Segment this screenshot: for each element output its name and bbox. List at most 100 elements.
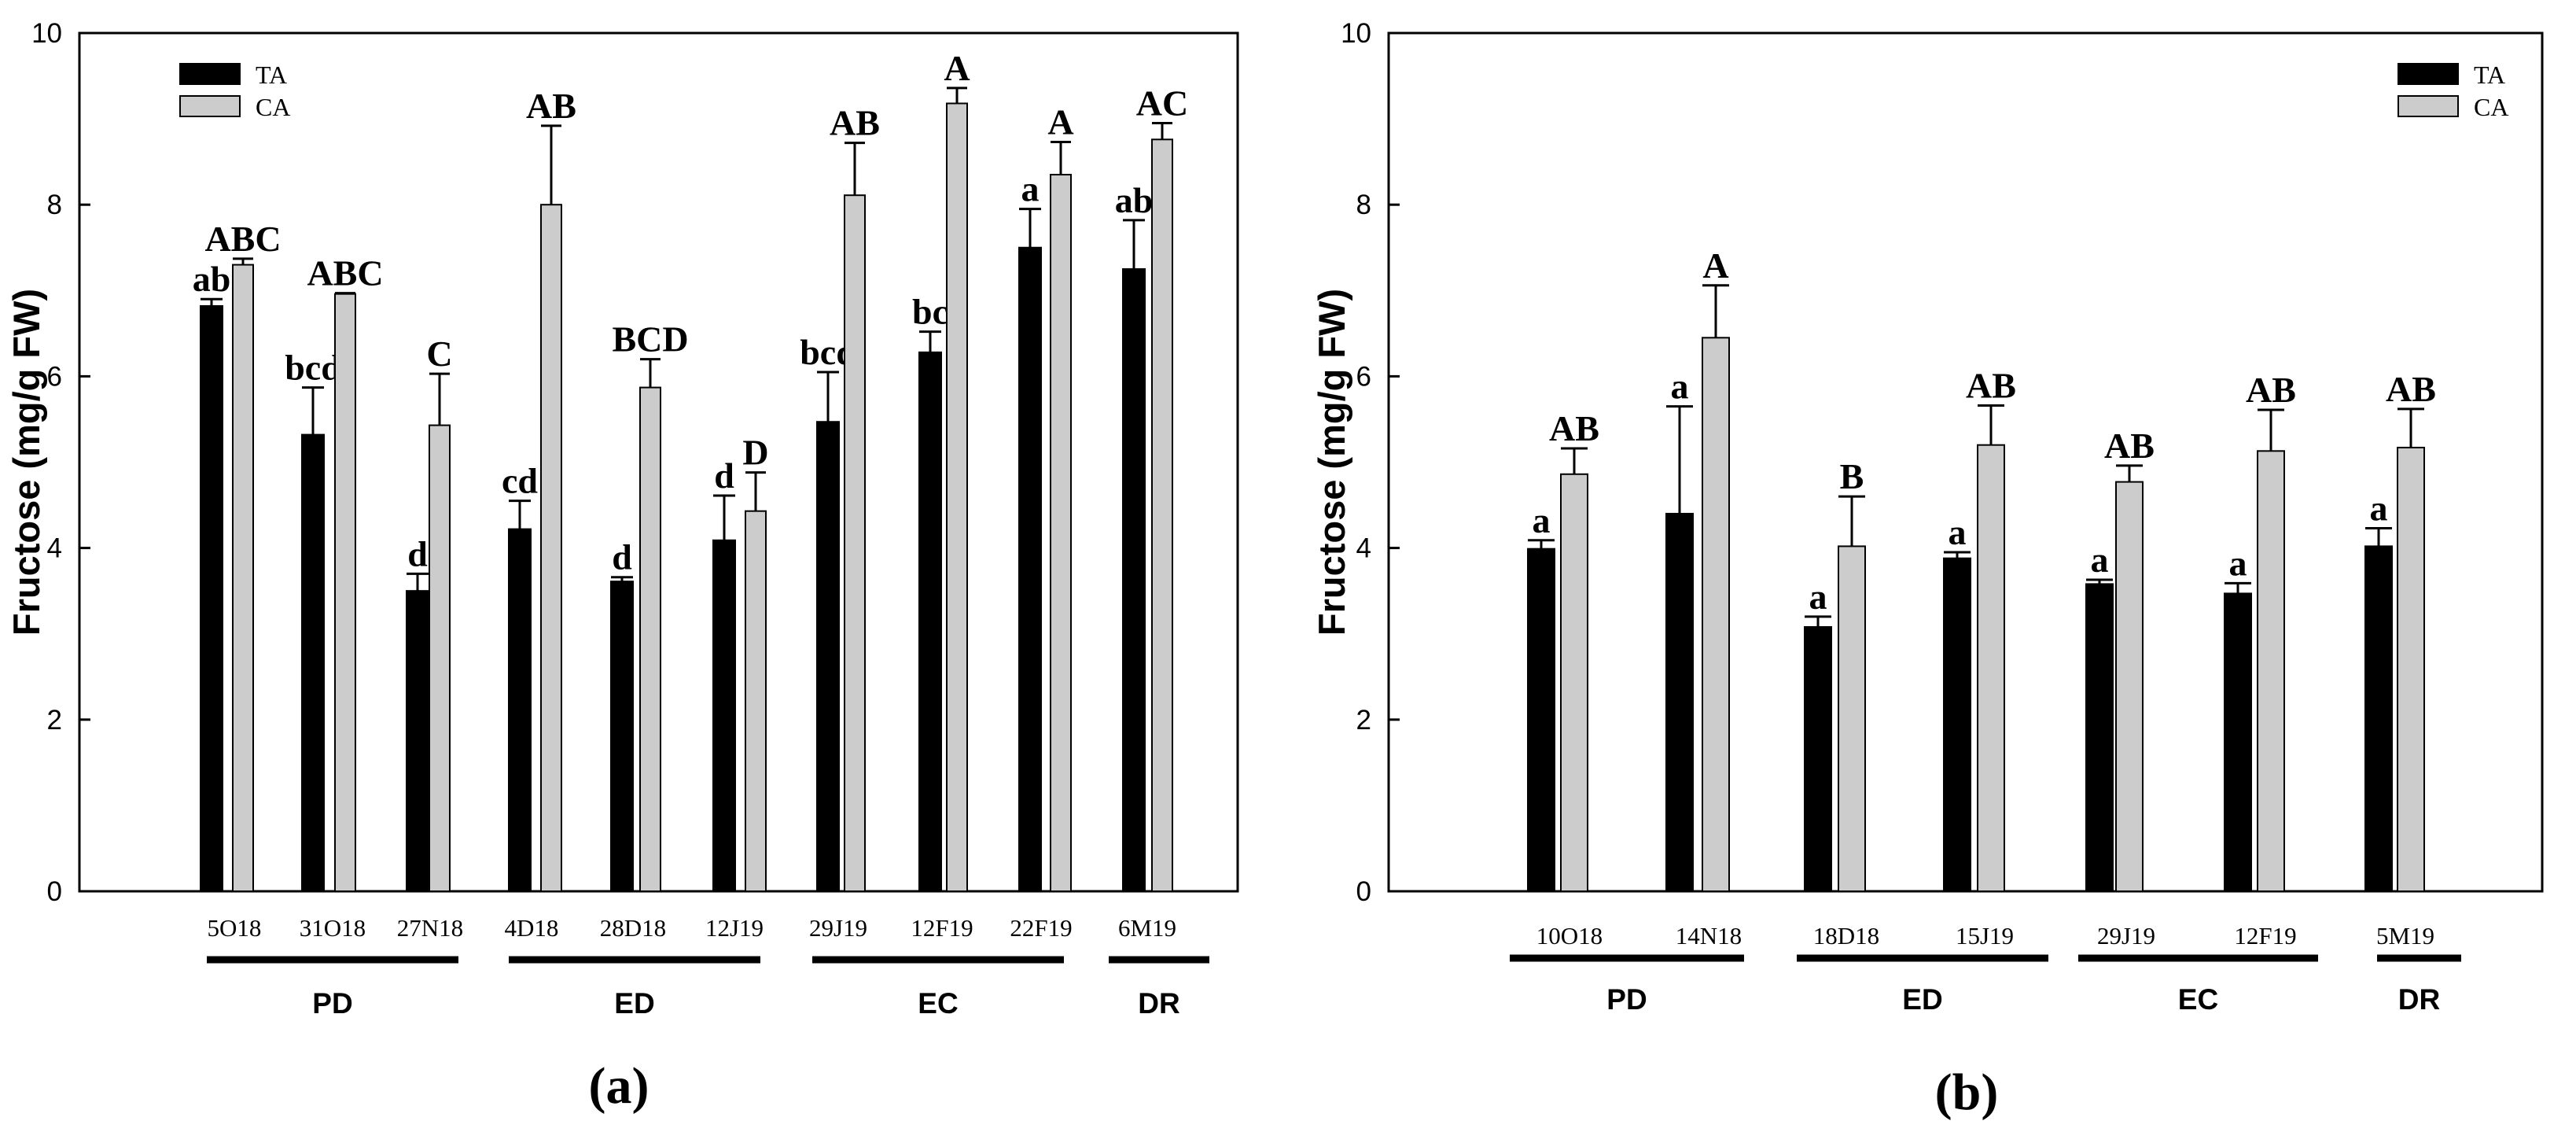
legend-label-ta: TA — [2474, 61, 2505, 89]
panel-label: (a) — [589, 1057, 650, 1115]
y-tick-label: 8 — [1356, 190, 1371, 220]
y-tick-label: 2 — [1356, 705, 1371, 736]
bar-ca-27N18 — [429, 424, 451, 892]
x-tick-label: 4D18 — [505, 914, 559, 942]
y-tick-label: 0 — [1356, 876, 1371, 907]
bar-ta-12F19 — [918, 351, 942, 892]
significance-letter-ta: a — [1671, 367, 1689, 407]
x-tick-label: 14N18 — [1676, 922, 1742, 949]
bar-ca-31O18 — [334, 293, 356, 892]
x-tick-label: 28D18 — [600, 914, 666, 942]
significance-letter-ca: A — [944, 48, 970, 88]
bar-ta-27N18 — [406, 590, 429, 893]
significance-letter-ca: AB — [830, 103, 880, 143]
bar-ca-5O18 — [232, 264, 254, 892]
significance-letter-ca: AB — [2104, 426, 2155, 466]
x-tick-label: 12J19 — [705, 914, 764, 942]
bar-ta-14N18 — [1665, 512, 1694, 893]
group-label-ec: EC — [2178, 983, 2218, 1016]
x-tick-label: 10O18 — [1536, 922, 1603, 949]
bar-ta-10O18 — [1527, 548, 1555, 892]
significance-letter-ta: a — [2229, 543, 2247, 583]
significance-letter-ca: AB — [2246, 370, 2296, 410]
bar-ta-6M19 — [1122, 268, 1146, 892]
group-label-dr: DR — [1138, 987, 1179, 1019]
significance-letter-ta: a — [1021, 169, 1040, 209]
y-tick-label: 8 — [47, 190, 62, 220]
group-label-ec: EC — [918, 987, 958, 1019]
significance-letter-ta: a — [1533, 500, 1551, 540]
bar-ca-14N18 — [1702, 337, 1730, 892]
significance-letter-ca: C — [426, 334, 452, 374]
group-label-ed: ED — [614, 987, 654, 1019]
group-label-ed: ED — [1902, 983, 1942, 1016]
bar-ca-12J19 — [745, 510, 767, 892]
legend-swatch-ta — [2398, 63, 2459, 85]
significance-letter-ta: d — [714, 455, 734, 496]
bar-ta-28D18 — [610, 581, 634, 892]
group-label-pd: PD — [1606, 983, 1647, 1016]
significance-letter-ta: a — [2091, 540, 2109, 580]
bar-ca-28D18 — [639, 386, 661, 892]
bar-ta-29J19 — [816, 421, 840, 892]
group-label-dr: DR — [2398, 983, 2440, 1016]
significance-letter-ta: bc — [912, 292, 948, 332]
x-tick-label: 18D18 — [1813, 922, 1879, 949]
legend-label-ca: CA — [2474, 93, 2508, 121]
bar-ta-22F19 — [1018, 246, 1042, 892]
significance-letter-ca: AC — [1136, 83, 1188, 124]
bar-ta-5M19 — [2364, 545, 2393, 893]
legend: TA CA — [2398, 61, 2508, 121]
legend-swatch-ca — [2398, 95, 2459, 117]
bar-ta-12F19 — [2224, 592, 2252, 892]
y-axis-title: Fructose (mg/g FW) — [6, 289, 47, 636]
legend-label-ta: TA — [256, 61, 287, 89]
y-tick-label: 2 — [47, 705, 62, 736]
bar-ta-12J19 — [712, 539, 736, 892]
y-tick-label: 10 — [1341, 18, 1371, 49]
bar-ca-5M19 — [2397, 446, 2425, 892]
group-label-pd: PD — [312, 987, 352, 1019]
bar-ca-15J19 — [1977, 444, 2005, 892]
x-tick-label: 5O18 — [208, 914, 262, 942]
bar-ta-29J19 — [2085, 583, 2114, 892]
x-tick-label: 12F19 — [2234, 922, 2296, 949]
significance-letter-ta: bcd — [285, 348, 341, 388]
significance-letter-ta: d — [612, 537, 632, 577]
significance-letter-ta: ab — [193, 259, 231, 299]
bar-ca-29J19 — [2115, 481, 2144, 892]
legend-swatch-ta — [179, 63, 241, 85]
x-tick-label: 29J19 — [809, 914, 867, 942]
bar-ca-4D18 — [540, 204, 562, 892]
bar-ta-31O18 — [301, 433, 325, 892]
x-tick-label: 27N18 — [397, 914, 463, 942]
significance-letter-ta: cd — [502, 461, 538, 501]
significance-letter-ca: AB — [526, 86, 576, 126]
y-tick-label: 6 — [47, 361, 62, 392]
bar-ca-22F19 — [1050, 174, 1072, 892]
bar-ca-10O18 — [1560, 473, 1588, 892]
significance-letter-ca: B — [1840, 456, 1864, 496]
bar-ca-29J19 — [844, 194, 866, 893]
significance-letter-ca: A — [1047, 102, 1073, 142]
significance-letter-ca: AB — [1549, 408, 1599, 448]
bar-ca-6M19 — [1151, 138, 1173, 892]
x-tick-label: 6M19 — [1118, 914, 1176, 942]
significance-letter-ta: d — [407, 533, 428, 573]
significance-letter-ca: ABC — [307, 253, 383, 293]
significance-letter-ta: a — [1949, 512, 1967, 552]
y-axis-title: Fructose (mg/g FW) — [1311, 289, 1352, 636]
y-tick-label: 6 — [1356, 361, 1371, 392]
y-tick-label: 0 — [47, 876, 62, 907]
legend-swatch-ca — [179, 95, 241, 117]
significance-letter-ca: ABC — [204, 219, 281, 259]
bar-ca-12F19 — [2257, 450, 2285, 892]
bar-ta-4D18 — [508, 528, 532, 893]
bar-ca-12F19 — [946, 102, 968, 893]
significance-letter-ta: a — [2370, 489, 2388, 529]
x-tick-label: 12F19 — [911, 914, 973, 942]
